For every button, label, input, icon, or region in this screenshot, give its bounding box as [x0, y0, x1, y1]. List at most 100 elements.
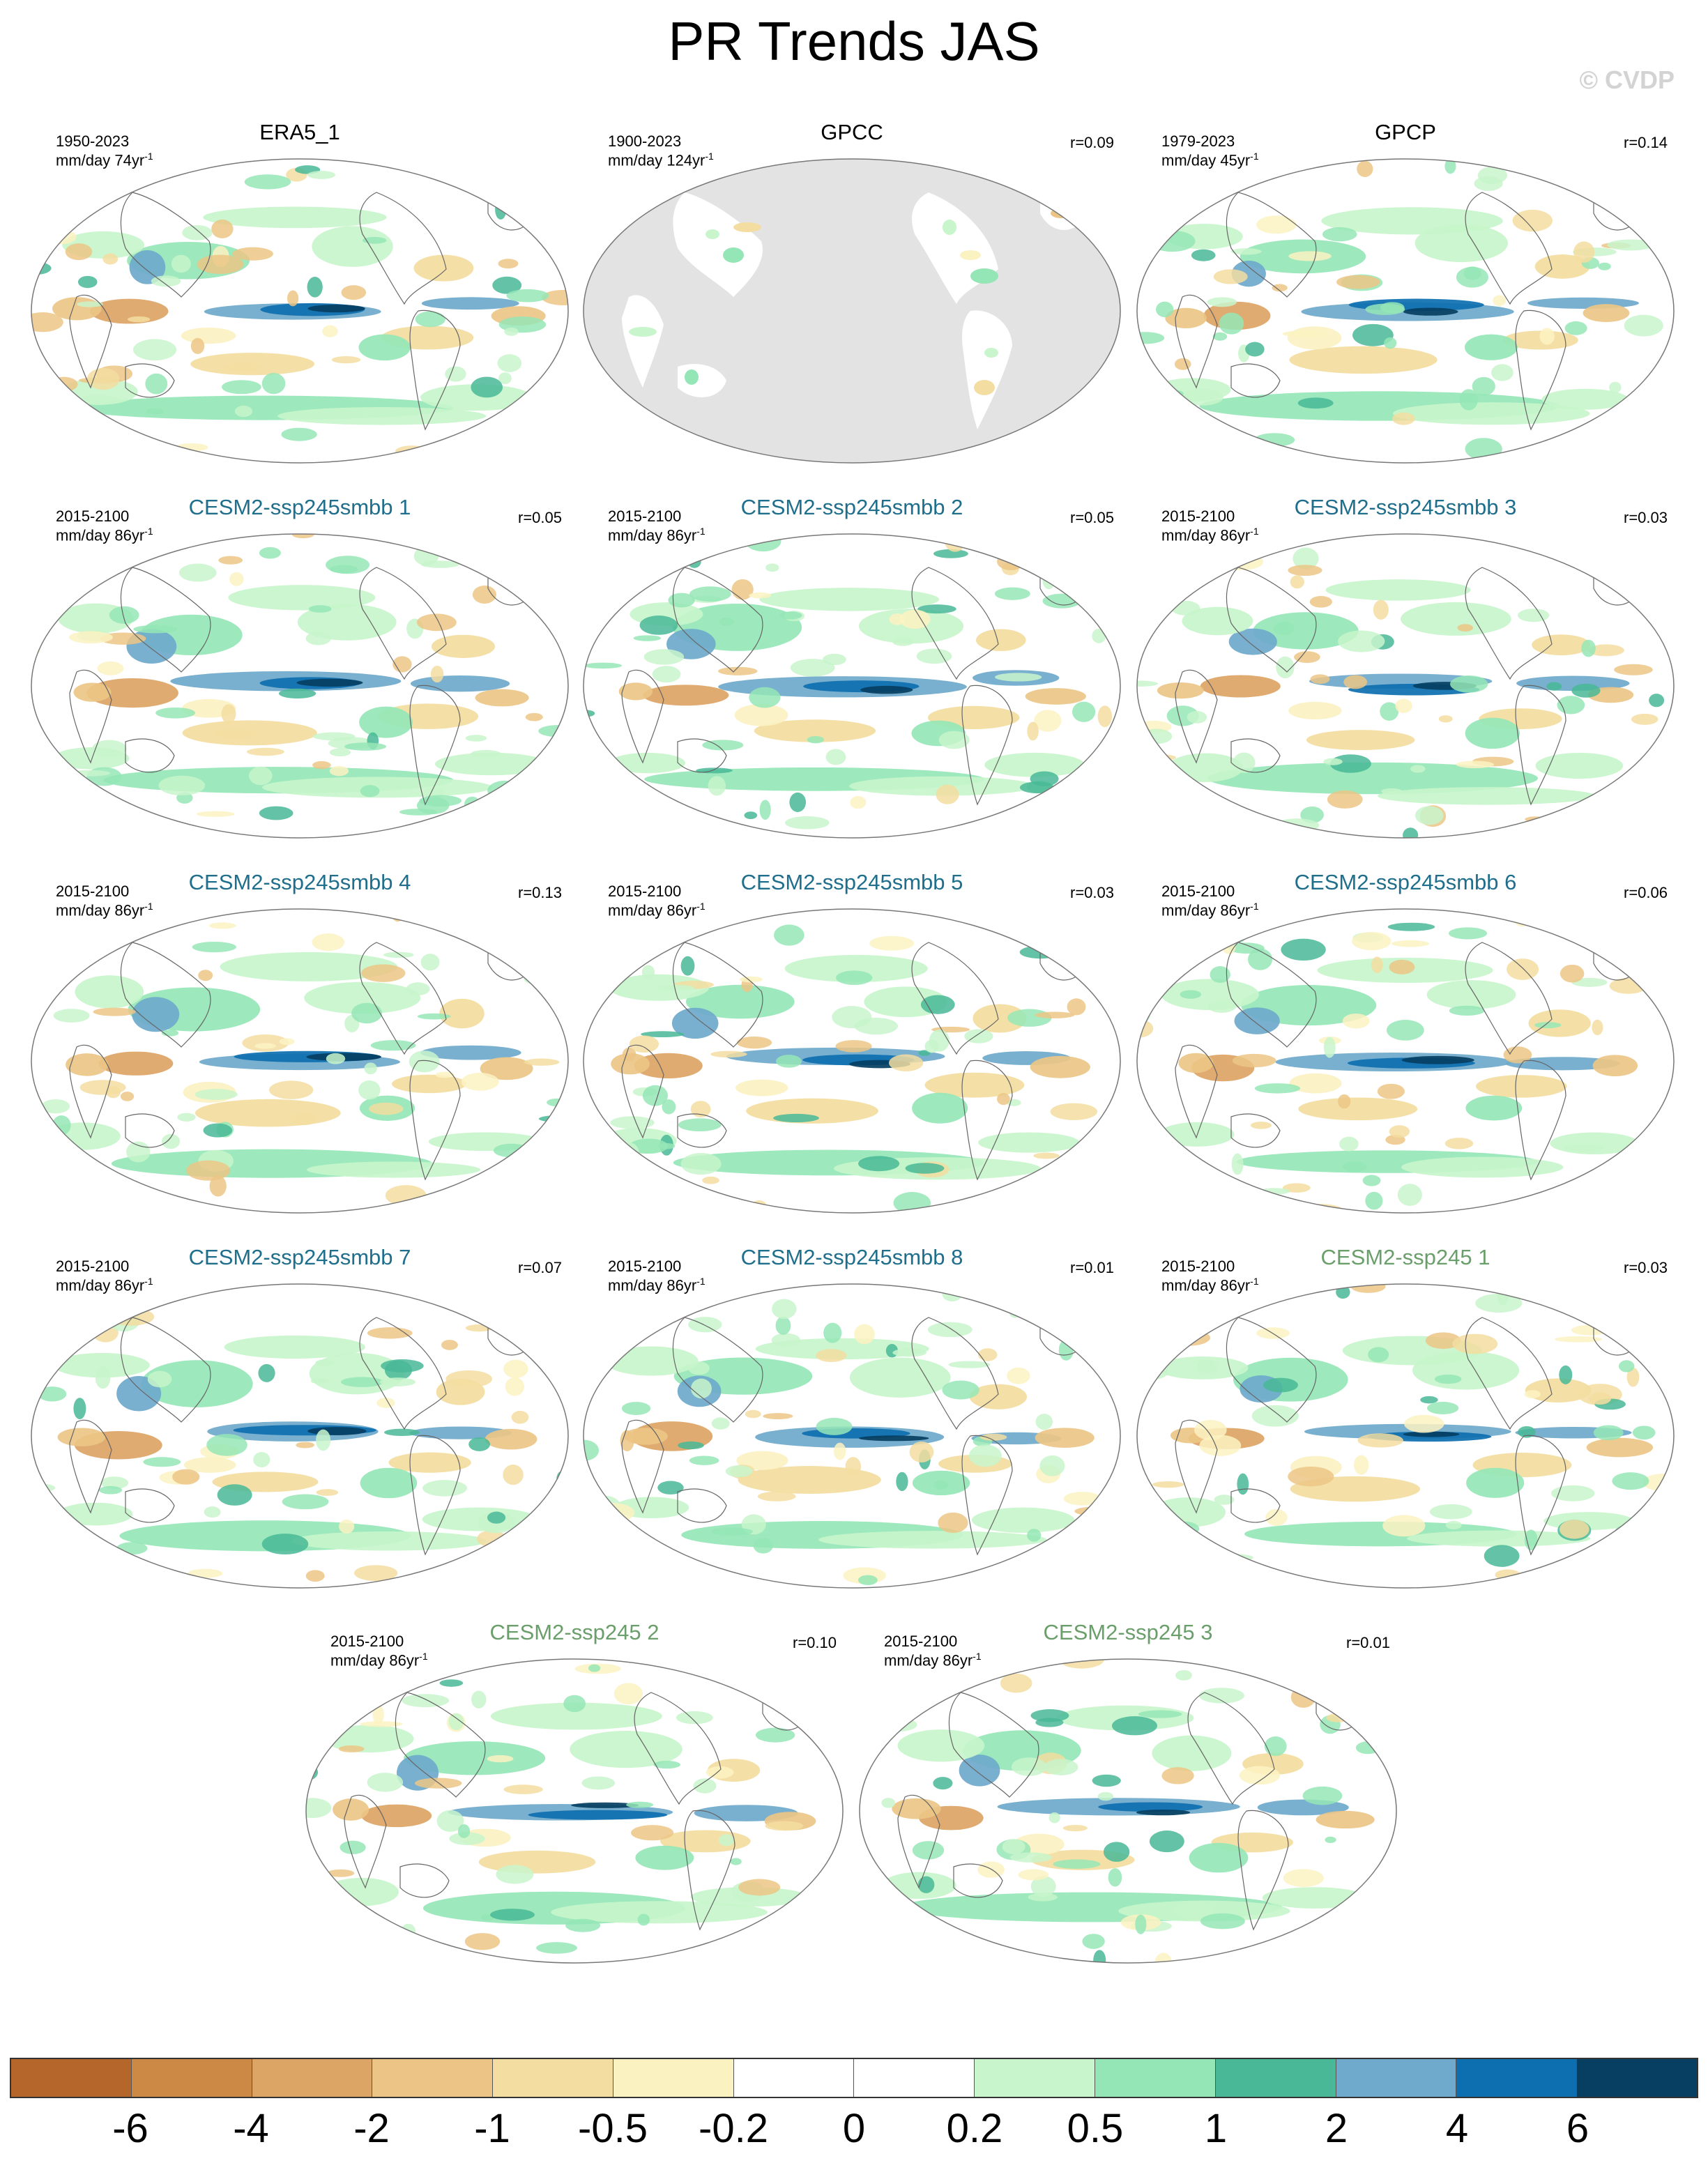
- panel-units-exponent: -1: [1250, 901, 1259, 912]
- panel-period: 2015-2100: [56, 882, 130, 900]
- panel-units-text: mm/day 86yr: [608, 1276, 697, 1294]
- panel-correlation: r=0.14: [1624, 134, 1668, 151]
- trend-field: [31, 534, 568, 838]
- map-border: [31, 533, 569, 839]
- panel-title: CESM2-ssp245 1: [1320, 1245, 1490, 1269]
- panel-period: 2015-2100: [608, 1258, 682, 1275]
- panel-units-exponent: -1: [973, 1651, 982, 1662]
- panel-units-text: mm/day 86yr: [884, 1651, 973, 1669]
- map-panel: CESM2-ssp245 2 2015-2100 mm/day 86yr-1 r=0.…: [303, 1620, 846, 1973]
- panel-units-exponent: -1: [419, 1651, 428, 1662]
- map-panel: CESM2-ssp245smbb 8 2015-2100 mm/day 86yr-1…: [580, 1245, 1124, 1598]
- world-map: [583, 908, 1121, 1214]
- map-panel: CESM2-ssp245 1 2015-2100 mm/day 86yr-1 r=0.…: [1134, 1245, 1677, 1598]
- colorbar-segment: [252, 2059, 373, 2097]
- panel-units-exponent: -1: [1250, 1276, 1259, 1287]
- colorbar-segment: [975, 2059, 1096, 2097]
- map-border: [31, 158, 569, 464]
- panel-units-exponent: -1: [144, 1276, 153, 1287]
- map-border: [31, 1283, 569, 1589]
- world-map: [305, 1658, 844, 1964]
- map-panel: CESM2-ssp245smbb 3 2015-2100 mm/day 86yr-1…: [1134, 495, 1677, 848]
- world-map: [31, 1283, 569, 1589]
- map-border: [305, 1658, 844, 1964]
- colorbar-tick-label: -0.5: [578, 2106, 648, 2151]
- colorbar-segment: [1215, 2059, 1336, 2097]
- panel-units: mm/day 86yr-1: [56, 901, 153, 919]
- panel-units: mm/day 86yr-1: [330, 1651, 428, 1669]
- panel-correlation: r=0.01: [1070, 1259, 1114, 1276]
- panel-title: CESM2-ssp245smbb 7: [188, 1245, 411, 1269]
- panel-period: 2015-2100: [608, 882, 682, 900]
- map-panel: ERA5_1 1950-2023 mm/day 74yr-1: [28, 120, 572, 473]
- world-map: [859, 1658, 1397, 1964]
- panel-correlation: r=0.03: [1070, 884, 1114, 901]
- watermark: © CVDP: [1579, 66, 1675, 94]
- panel-units-text: mm/day 124yr: [608, 151, 706, 169]
- panel-units-text: mm/day 86yr: [1161, 1276, 1251, 1294]
- world-map: [1136, 158, 1675, 464]
- map-panel: GPCP 1979-2023 mm/day 45yr-1 r=0.14: [1134, 120, 1677, 473]
- colorbar-tick-label: -2: [353, 2106, 390, 2151]
- world-map: [31, 533, 569, 839]
- colorbar-segment: [11, 2059, 132, 2097]
- panel-period: 2015-2100: [56, 1258, 130, 1275]
- panel-units: mm/day 86yr-1: [1161, 1276, 1259, 1294]
- panel-units: mm/day 86yr-1: [608, 1276, 706, 1294]
- colorbar-segment: [493, 2059, 613, 2097]
- map-border: [31, 908, 569, 1214]
- map-border: [859, 1658, 1397, 1964]
- panel-correlation: r=0.01: [1346, 1634, 1390, 1651]
- map-border: [583, 908, 1121, 1214]
- panel-units-exponent: -1: [144, 526, 153, 537]
- panel-units-text: mm/day 86yr: [1161, 526, 1251, 544]
- panel-correlation: r=0.07: [518, 1259, 562, 1276]
- panel-correlation: r=0.05: [518, 509, 562, 526]
- colorbar-tick-label: -0.2: [699, 2106, 768, 2151]
- panel-correlation: r=0.05: [1070, 509, 1114, 526]
- panel-units-text: mm/day 74yr: [56, 151, 145, 169]
- colorbar-tick-label: 0: [842, 2106, 866, 2151]
- panel-correlation: r=0.10: [793, 1634, 837, 1651]
- trend-field: [876, 1659, 1396, 1963]
- panel-units-text: mm/day 86yr: [608, 901, 697, 919]
- colorbar-segment: [613, 2059, 734, 2097]
- panel-correlation: r=0.09: [1070, 134, 1114, 151]
- world-map: [583, 533, 1121, 839]
- map-border: [583, 533, 1121, 839]
- panel-units-text: mm/day 86yr: [56, 526, 145, 544]
- panel-units: mm/day 86yr-1: [1161, 901, 1259, 919]
- trend-field: [584, 534, 1120, 830]
- colorbar-segment: [854, 2059, 975, 2097]
- panel-units: mm/day 124yr-1: [608, 151, 714, 169]
- panel-period: 2015-2100: [330, 1633, 404, 1650]
- panel-title: CESM2-ssp245 2: [489, 1620, 659, 1644]
- map-panel: CESM2-ssp245smbb 2 2015-2100 mm/day 86yr-1…: [580, 495, 1124, 848]
- colorbar-tick-label: 1: [1204, 2106, 1228, 2151]
- panel-units-exponent: -1: [144, 151, 153, 162]
- panel-units-exponent: -1: [144, 901, 153, 912]
- map-panel: CESM2-ssp245smbb 1 2015-2100 mm/day 86yr-1…: [28, 495, 572, 848]
- colorbar-segment: [1095, 2059, 1216, 2097]
- colorbar-tick-label: -6: [112, 2106, 148, 2151]
- colorbar-segment: [1577, 2059, 1697, 2097]
- panel-units-exponent: -1: [696, 1276, 706, 1287]
- colorbar-tick-label: -1: [474, 2106, 510, 2151]
- map-border: [583, 158, 1121, 464]
- panel-units: mm/day 86yr-1: [56, 1276, 153, 1294]
- world-map: [1136, 1283, 1675, 1589]
- panel-period: 2015-2100: [1161, 1258, 1235, 1275]
- panel-title: CESM2-ssp245smbb 5: [740, 870, 963, 894]
- colorbar-segment: [372, 2059, 494, 2097]
- trend-field: [1137, 159, 1663, 460]
- colorbar-segment: [733, 2059, 855, 2097]
- map-panel: CESM2-ssp245smbb 4 2015-2100 mm/day 86yr-1…: [28, 870, 572, 1223]
- panel-title: GPCP: [1375, 120, 1436, 144]
- map-border: [1136, 908, 1675, 1214]
- colorbar-tick-label: -4: [233, 2106, 269, 2151]
- panel-period: 2015-2100: [884, 1633, 958, 1650]
- panel-title: CESM2-ssp245 3: [1043, 1620, 1213, 1644]
- panel-units-exponent: -1: [696, 526, 706, 537]
- map-panel: CESM2-ssp245 3 2015-2100 mm/day 86yr-1 r=0.…: [856, 1620, 1400, 1973]
- panel-period: 2015-2100: [1161, 882, 1235, 900]
